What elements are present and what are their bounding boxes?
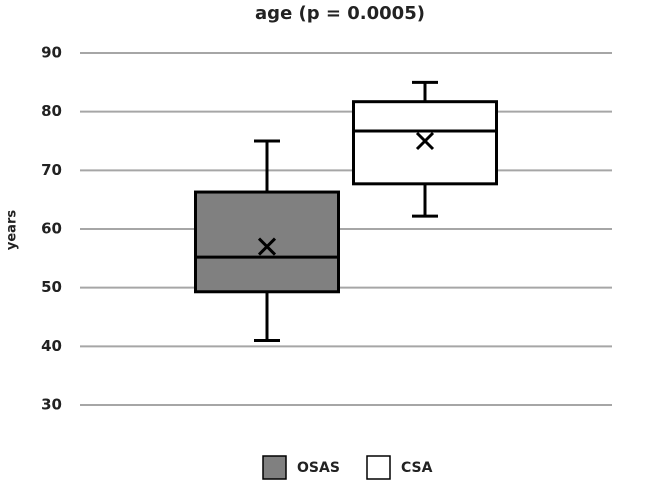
y-tick-label: 40 — [41, 337, 62, 355]
legend-swatch — [262, 455, 287, 480]
chart-title: age (p = 0.0005) — [255, 3, 425, 24]
mean-marker — [415, 131, 435, 151]
box — [194, 190, 340, 294]
y-tick-label: 90 — [41, 44, 62, 62]
y-tick-label: 30 — [41, 396, 62, 414]
y-tick-label: 50 — [41, 278, 62, 296]
mean-marker — [257, 237, 277, 256]
legend-label: OSAS — [297, 460, 340, 476]
y-axis-label: years — [5, 210, 20, 250]
y-tick-label: 80 — [41, 102, 62, 120]
legend-swatch — [366, 455, 391, 480]
y-tick-label: 70 — [41, 161, 62, 179]
legend-label: CSA — [401, 460, 433, 476]
y-tick-label: 60 — [41, 220, 62, 238]
